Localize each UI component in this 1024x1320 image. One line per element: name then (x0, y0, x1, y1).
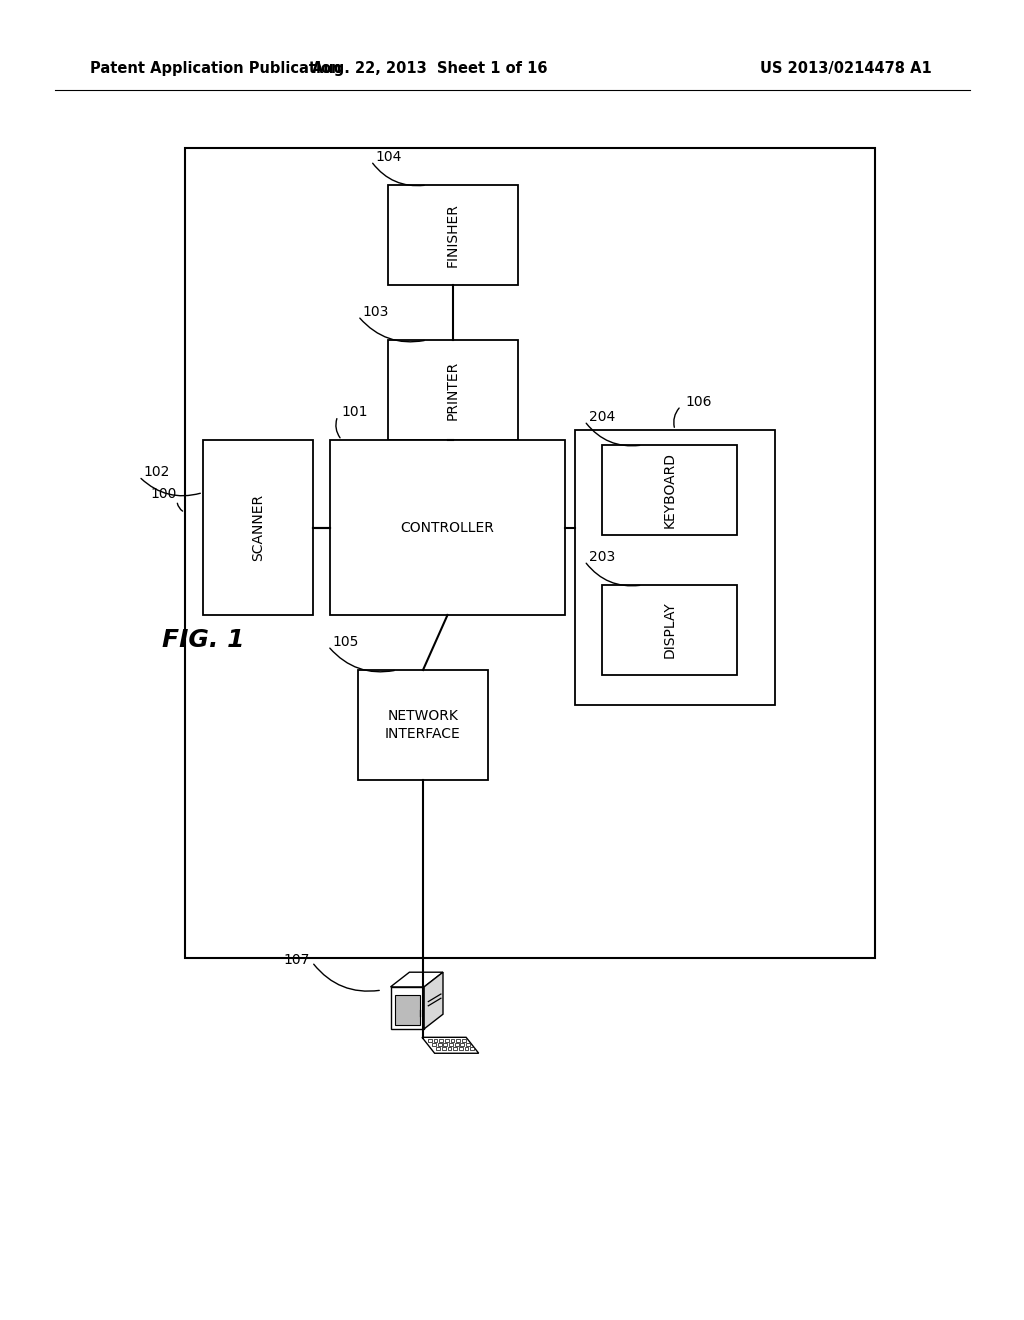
Text: FIG. 1: FIG. 1 (162, 628, 245, 652)
Text: 104: 104 (375, 150, 401, 164)
Text: FINISHER: FINISHER (446, 203, 460, 267)
Bar (466, 1043, 470, 1045)
Bar (442, 1047, 445, 1049)
Bar (575, 430, 775, 705)
Bar (433, 1039, 437, 1041)
Bar (465, 1047, 468, 1049)
Bar (428, 1039, 432, 1041)
Bar (432, 1043, 436, 1045)
Polygon shape (390, 973, 443, 987)
Text: 101: 101 (342, 405, 369, 418)
Polygon shape (394, 995, 420, 1024)
Bar (451, 1039, 455, 1041)
Bar (358, 671, 488, 780)
Bar (388, 185, 518, 285)
Bar (461, 1043, 464, 1045)
Text: 103: 103 (362, 305, 388, 319)
Bar (437, 1043, 441, 1045)
Bar (436, 1047, 440, 1049)
Text: Patent Application Publication: Patent Application Publication (90, 61, 341, 75)
Text: 102: 102 (143, 466, 169, 479)
Text: 100: 100 (151, 487, 177, 502)
Text: SCANNER: SCANNER (251, 494, 265, 561)
Bar (459, 1047, 463, 1049)
Bar (457, 1039, 460, 1041)
Bar (388, 341, 518, 440)
Bar (462, 1039, 466, 1041)
Text: 107: 107 (284, 953, 310, 968)
Text: 203: 203 (589, 550, 614, 564)
Text: DISPLAY: DISPLAY (663, 602, 677, 659)
Bar (203, 440, 313, 615)
Bar (447, 1047, 452, 1049)
Bar (330, 440, 565, 615)
Polygon shape (390, 987, 424, 1028)
Polygon shape (422, 1038, 478, 1053)
Bar (602, 445, 737, 535)
Text: CONTROLLER: CONTROLLER (400, 520, 495, 535)
Bar (185, 148, 874, 958)
Bar (454, 1047, 457, 1049)
Bar (443, 1043, 447, 1045)
Bar (450, 1043, 453, 1045)
Text: 204: 204 (589, 411, 614, 424)
Text: NETWORK
INTERFACE: NETWORK INTERFACE (385, 709, 461, 742)
Bar (444, 1039, 449, 1041)
Bar (439, 1039, 443, 1041)
Text: Aug. 22, 2013  Sheet 1 of 16: Aug. 22, 2013 Sheet 1 of 16 (312, 61, 548, 75)
Bar (455, 1043, 459, 1045)
Bar (602, 585, 737, 675)
Text: US 2013/0214478 A1: US 2013/0214478 A1 (760, 61, 932, 75)
Text: PRINTER: PRINTER (446, 360, 460, 420)
Text: 106: 106 (685, 395, 712, 409)
Text: KEYBOARD: KEYBOARD (663, 451, 677, 528)
Bar (470, 1047, 474, 1049)
Text: 105: 105 (332, 635, 358, 649)
Polygon shape (424, 973, 443, 1028)
